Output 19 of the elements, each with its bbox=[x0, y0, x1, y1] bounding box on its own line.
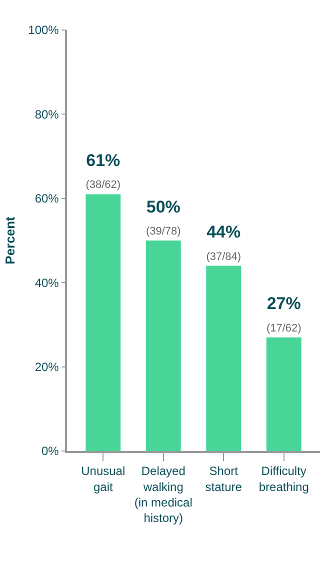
data-label: 61% (38/62) bbox=[86, 151, 121, 192]
y-tick-label: 60% bbox=[34, 192, 60, 206]
data-label: 50% (39/78) bbox=[146, 197, 181, 238]
x-tick-label: Unusual gait bbox=[81, 464, 126, 494]
x-tick-label: Short stature bbox=[205, 464, 242, 494]
x-tick-label: Difficulty breathing bbox=[258, 464, 309, 494]
bar bbox=[266, 337, 302, 451]
y-tick-label: 80% bbox=[34, 107, 60, 122]
y-tick-label: 20% bbox=[34, 360, 60, 374]
y-tick-label: 40% bbox=[34, 276, 60, 290]
bar bbox=[206, 266, 242, 451]
x-tick-label: Delayed walking (in medical history) bbox=[134, 464, 192, 525]
y-tick-label: 100% bbox=[28, 23, 60, 38]
bar bbox=[146, 240, 181, 451]
bar bbox=[86, 194, 121, 451]
y-axis-title: Percent bbox=[2, 216, 18, 264]
y-tick-label: 0% bbox=[42, 444, 60, 458]
data-label: 44% (37/84) bbox=[206, 222, 242, 263]
data-label: 27% (17/62) bbox=[266, 294, 302, 334]
